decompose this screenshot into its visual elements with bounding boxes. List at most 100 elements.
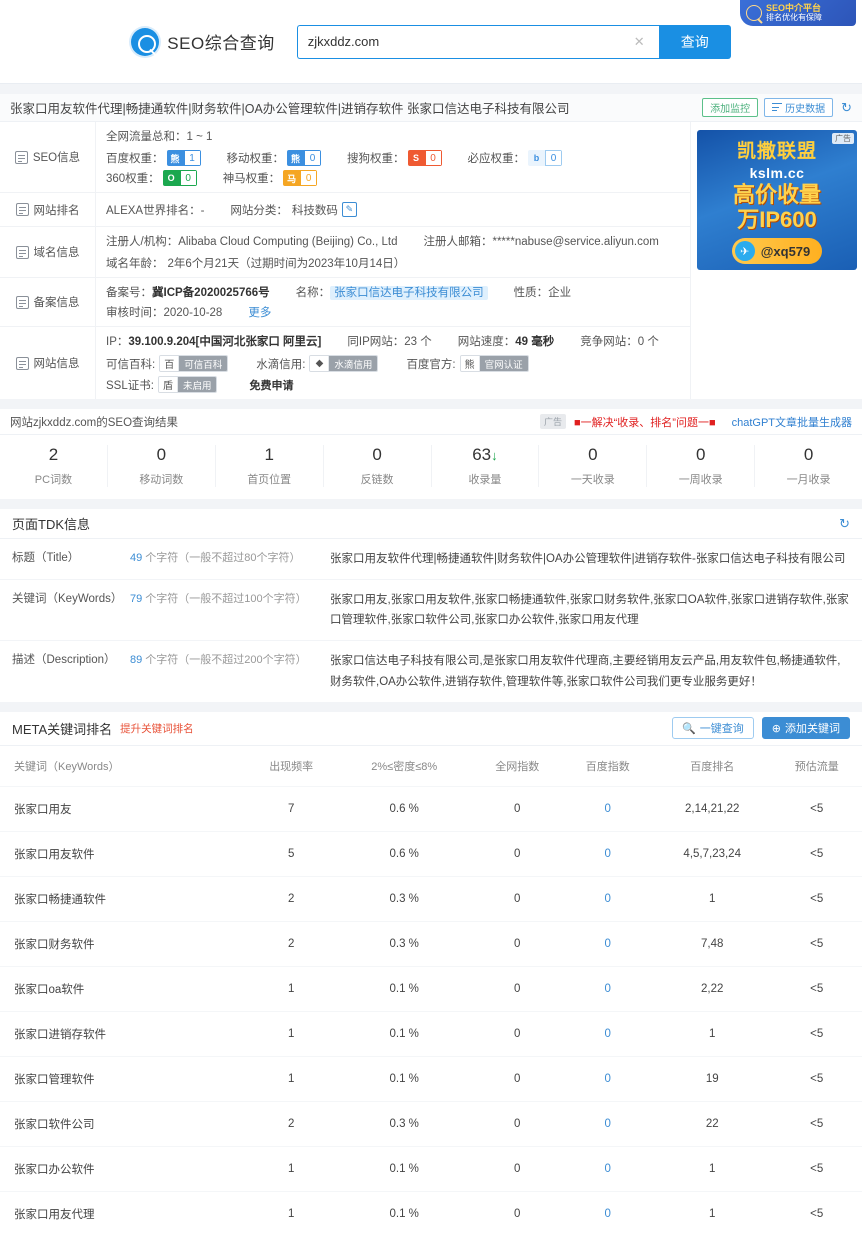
icp-type-label: 性质： xyxy=(513,287,549,299)
competitor-label: 竞争网站： xyxy=(580,336,638,348)
weight-label: 360权重： xyxy=(106,173,160,185)
traffic-cell: <5 xyxy=(810,892,824,905)
density-cell: 0.1 % xyxy=(389,982,419,995)
ad-contact-pill[interactable]: ✈ @xq579 xyxy=(731,238,823,265)
search-box[interactable]: ✕ xyxy=(296,24,659,59)
row-site-info: 网站信息 IP：39.100.9.204[中国河北张家口 阿里云] 同IP网站：… xyxy=(0,327,690,399)
stats-card: 网站zjkxddz.com的SEO查询结果 广告 ■一解决“收录、排名”问题一■… xyxy=(0,409,862,499)
baidu-index-cell[interactable]: 0 xyxy=(604,847,611,860)
search-submit-button[interactable]: 查询 xyxy=(658,24,731,59)
table-row: 张家口软件公司 2 0.3 % 0 0 22 <5 xyxy=(0,1101,862,1146)
tdk-text: 张家口信达电子科技有限公司,是张家口用友软件代理商,主要经销用友云产品,用友软件… xyxy=(330,655,841,688)
stat-value: 2 xyxy=(48,445,59,464)
ad-banner[interactable]: 广告 凯撒联盟 kslm.cc 高价收量 万IP600 ✈ @xq579 xyxy=(697,130,857,270)
label-text: 网站排名 xyxy=(33,204,80,217)
cert-water-drop-icon[interactable]: 水滴信用: ◆ 水滴信用 xyxy=(256,355,380,372)
same-ip-value[interactable]: 23 个 xyxy=(404,336,432,348)
baidu-index-cell[interactable]: 0 xyxy=(604,1072,611,1085)
traffic-line: 全网流量总和：1 ~ 1 xyxy=(106,128,680,144)
tdk-panel: 页面TDK信息 ↻ 标题（Title） 49 个字符（一般不超过80个字符） 张家口… xyxy=(0,509,862,702)
weight-baidu-mobile-icon: 移动权重：熊 0 xyxy=(227,150,321,166)
refresh-icon[interactable]: ↻ xyxy=(841,99,852,115)
keyword-header: META关键词排名 提升关键词排名 🔍 一键查询 ⊕ 添加关键词 xyxy=(0,712,862,746)
cert-baidu-bear-icon[interactable]: 百度官方: 熊官网认证 xyxy=(406,355,530,372)
traffic-cell: <5 xyxy=(810,1162,824,1175)
cert-label: 可信百科: xyxy=(106,358,156,371)
column-header: 2%≤密度≤8% xyxy=(371,760,438,773)
improve-ranking-link[interactable]: 提升关键词排名 xyxy=(120,722,194,735)
table-row: 张家口财务软件 2 0.3 % 0 0 7,48 <5 xyxy=(0,921,862,966)
baidu-index-cell[interactable]: 0 xyxy=(604,1207,611,1220)
traffic-cell: <5 xyxy=(810,982,824,995)
baidu-rank-cell: 1 xyxy=(709,892,716,905)
ad-tag: 广告 xyxy=(832,133,854,144)
traffic-text: 全网流量总和：1 ~ 1 xyxy=(106,131,213,143)
baidu-index-cell[interactable]: 0 xyxy=(604,1117,611,1130)
keyword-table: 关键词（KeyWords） 出现频率 2%≤密度≤8% 全网指数 百度指数 百度排名 预估流… xyxy=(0,746,862,1236)
stats-header: 网站zjkxddz.com的SEO查询结果 广告 ■一解决“收录、排名”问题一■… xyxy=(0,409,862,435)
seo-platform-badge[interactable]: SEO中介平台 排名优化有保障 xyxy=(740,0,856,26)
density-cell: 0.6 % xyxy=(389,802,419,815)
icp-name-value[interactable]: 张家口信达电子科技有限公司 xyxy=(330,286,488,300)
red-ad-link[interactable]: ■一解决“收录、排名”问题一■ xyxy=(573,416,716,429)
one-click-query-button[interactable]: 🔍 一键查询 xyxy=(672,717,754,740)
all-index-cell: 0 xyxy=(514,937,521,950)
all-index-cell: 0 xyxy=(514,847,521,860)
stat-item: 0 一天收录 xyxy=(539,445,648,487)
add-monitor-button[interactable]: 添加监控 xyxy=(702,98,759,117)
search-input[interactable] xyxy=(307,34,630,49)
add-keyword-button[interactable]: ⊕ 添加关键词 xyxy=(761,717,850,740)
chatgpt-ad-link[interactable]: chatGPT文章批量生成器 xyxy=(731,416,852,429)
tdk-row: 描述（Description） 89 个字符（一般不超过200个字符） 张家口信达电… xyxy=(0,641,862,701)
stat-item: 0 一月收录 xyxy=(755,445,862,487)
history-data-button[interactable]: 历史数据 xyxy=(764,98,834,117)
alexa-rank: ALEXA世界排名：- xyxy=(106,204,205,217)
keyword-cell: 张家口软件公司 xyxy=(14,1118,95,1131)
density-cell: 0.1 % xyxy=(389,1162,419,1175)
keyword-cell: 张家口oa软件 xyxy=(14,983,85,996)
baidu-index-cell[interactable]: 0 xyxy=(604,982,611,995)
refresh-icon[interactable]: ↻ xyxy=(839,515,850,531)
freq-cell: 1 xyxy=(287,1207,295,1220)
traffic-cell: <5 xyxy=(810,1027,824,1040)
freq-cell: 5 xyxy=(287,847,295,860)
cert-baike-icon[interactable]: 可信百科: 百可信百科 xyxy=(106,355,230,372)
baike-icon[interactable]: 百可信百科 xyxy=(159,355,229,372)
ad-line3: 高价收量 xyxy=(732,181,821,207)
stat-label: 收录量 xyxy=(468,474,502,486)
weight-bing-icon: 必应权重： b 0 xyxy=(468,150,562,166)
edit-pencil-icon[interactable]: ✎ xyxy=(341,202,357,217)
tdk-count: 79 个字符（一般不超过100个字符） xyxy=(130,593,307,606)
cert-shield-icon[interactable]: SSL证书: 盾未启用 xyxy=(106,376,219,393)
water-drop-icon[interactable]: ◆ 水滴信用 xyxy=(309,355,379,372)
close-icon[interactable]: ✕ xyxy=(633,33,645,49)
column-header: 预估流量 xyxy=(794,760,839,773)
ad-line1: 凯撒联盟 xyxy=(736,140,817,162)
weight-label: 神马权重： xyxy=(222,173,281,185)
baidu-bear-icon[interactable]: 熊官网认证 xyxy=(459,355,529,372)
baidu-index-cell[interactable]: 0 xyxy=(604,1027,611,1040)
stat-value: 63↓ xyxy=(472,445,498,464)
stats-row: 2 PC词数 0 移动词数 1 首页位置 0 反链数 63↓ 收录量 0 一天收录 0 一周收录 0 一月收录 xyxy=(0,435,862,499)
traffic-cell: <5 xyxy=(810,1117,824,1130)
traffic-cell: <5 xyxy=(810,937,824,950)
add-monitor-label: 添加监控 xyxy=(710,104,751,115)
keyword-cell: 张家口财务软件 xyxy=(14,938,95,951)
icp-more-link[interactable]: 更多 xyxy=(248,307,272,319)
baidu-index-cell[interactable]: 0 xyxy=(604,937,611,950)
baidu-index-cell[interactable]: 0 xyxy=(604,892,611,905)
globe-icon xyxy=(15,245,29,259)
bar-chart-icon xyxy=(15,203,29,216)
category-label: 网站分类： xyxy=(230,204,288,217)
baidu-index-cell[interactable]: 0 xyxy=(604,802,611,815)
free-apply-link[interactable]: 免费申请 xyxy=(249,379,294,392)
stat-label: 首页位置 xyxy=(247,474,292,486)
baidu-index-cell[interactable]: 0 xyxy=(604,1162,611,1175)
icp-audit-label: 审核时间： xyxy=(106,307,164,319)
shield-icon[interactable]: 盾未启用 xyxy=(157,376,218,393)
row-label-seo: SEO信息 xyxy=(0,122,96,192)
telegram-icon: ✈ xyxy=(734,241,755,262)
